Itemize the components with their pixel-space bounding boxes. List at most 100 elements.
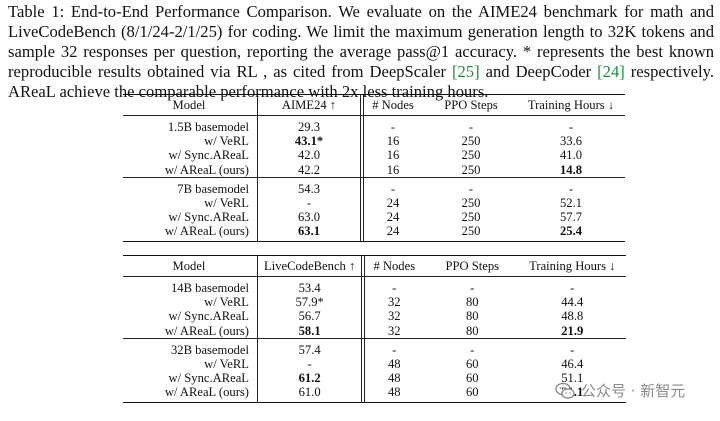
- ppo-cell: -: [426, 337, 519, 358]
- table-caption: Table 1: End-to-End Performance Comparis…: [8, 2, 714, 102]
- watermark-text: 公众号 · 新智元: [581, 382, 686, 400]
- nodes-cell: 16: [386, 162, 400, 177]
- table-row: w/ AReaL (ours) 61.0 48 60 31.1: [123, 385, 627, 403]
- best-score: 58.1: [298, 323, 321, 338]
- score-cell: 54.3: [257, 176, 361, 197]
- ppo-cell: 60: [465, 385, 479, 400]
- nodes-cell: 24: [386, 224, 400, 239]
- score-cell: 29.3: [257, 115, 361, 135]
- column-header: # Nodes: [373, 258, 416, 273]
- score-cell: 57.4: [257, 337, 363, 358]
- model-cell: w/ Sync.AReaL: [123, 148, 258, 163]
- table-row: 7B basemodel 54.3 - - -: [123, 176, 625, 197]
- ppo-cell: 250: [461, 224, 481, 239]
- nodes-cell: 32: [387, 295, 401, 310]
- column-header: # Nodes: [372, 97, 414, 112]
- model-cell: 1.5B basemodel: [123, 115, 258, 135]
- hours-cell: 48.8: [561, 309, 584, 324]
- hours-cell: -: [517, 176, 625, 197]
- table-row: w/ AReaL (ours) 42.2 16 250 14.8: [123, 162, 625, 178]
- ppo-cell: -: [426, 276, 519, 296]
- table-row: w/ AReaL (ours) 63.1 24 250 25.4: [123, 224, 625, 242]
- model-cell: w/ VeRL: [123, 295, 258, 310]
- best-score: 61.2: [298, 371, 321, 386]
- hours-cell: 52.1: [559, 196, 583, 211]
- results-table-math: Model AIME24 ↑ # Nodes PPO Steps Trainin…: [123, 94, 625, 242]
- score-cell: 42.0: [257, 148, 361, 163]
- nodes-cell: 16: [386, 148, 400, 163]
- table-row: w/ Sync.AReaL 63.0 24 250 57.7: [123, 210, 625, 225]
- table-row: w/ VeRL - 48 60 46.4: [123, 357, 626, 372]
- results-table-coding: Model LiveCodeBench ↑ # Nodes PPO Steps …: [123, 255, 627, 403]
- column-header: LiveCodeBench ↑: [257, 255, 363, 277]
- model-cell: w/ VeRL: [123, 196, 258, 211]
- ppo-cell: 80: [465, 295, 479, 310]
- table-row: w/ VeRL 57.9* 32 80 44.4: [123, 295, 626, 310]
- column-header: Model: [123, 255, 258, 277]
- model-cell: w/ Sync.AReaL: [123, 371, 258, 386]
- nodes-cell: -: [361, 276, 427, 296]
- nodes-cell: 48: [387, 357, 401, 372]
- column-header: AIME24 ↑: [257, 94, 361, 116]
- caption-text: Table 1: End-to-End Performance Comparis…: [8, 2, 714, 81]
- model-cell: w/ AReaL (ours): [123, 224, 258, 242]
- hours-cell: -: [517, 115, 625, 135]
- hours-cell: 57.7: [559, 210, 583, 225]
- table-row: 14B basemodel 53.4 - - -: [123, 276, 627, 296]
- model-cell: w/ AReaL (ours): [123, 162, 258, 178]
- nodes-cell: 16: [386, 134, 400, 149]
- nodes-cell: 32: [387, 309, 401, 324]
- best-score: 43.1*: [294, 134, 324, 149]
- score-cell: -: [257, 357, 363, 372]
- ppo-cell: 250: [461, 196, 481, 211]
- table-row: w/ Sync.AReaL 61.2 48 60 51.1: [123, 371, 626, 386]
- hours-cell: 21.9: [518, 324, 626, 339]
- table-row: w/ AReaL (ours) 58.1 32 80 21.9: [123, 323, 626, 339]
- hours-cell: 25.4: [517, 224, 625, 241]
- hours-cell: -: [518, 276, 627, 296]
- best-score: 63.1: [297, 224, 321, 239]
- table-row: w/ Sync.AReaL 42.0 16 250 41.0: [123, 148, 625, 163]
- citation-link[interactable]: [25]: [451, 62, 480, 81]
- model-cell: 32B basemodel: [123, 337, 258, 358]
- model-cell: w/ Sync.AReaL: [123, 309, 258, 324]
- citation-link[interactable]: [24]: [597, 62, 625, 81]
- score-cell: 63.0: [257, 210, 361, 225]
- nodes-cell: 32: [387, 323, 401, 338]
- score-cell: 58.1: [257, 323, 363, 339]
- ppo-cell: 250: [461, 134, 481, 149]
- ppo-cell: 80: [465, 309, 479, 324]
- table-row: w/ VeRL 43.1* 16 250 33.6: [123, 134, 625, 149]
- column-header: Training Hours ↓: [529, 258, 616, 273]
- hours-cell: 46.4: [561, 357, 584, 372]
- nodes-cell: 48: [387, 371, 401, 386]
- table-row: w/ VeRL - 24 250 52.1: [123, 196, 625, 211]
- caption-text: and DeepCoder: [479, 62, 598, 81]
- nodes-cell: 24: [386, 210, 400, 225]
- score-cell: -: [257, 196, 361, 211]
- score-cell: 61.0: [257, 385, 363, 403]
- nodes-cell: -: [360, 176, 425, 197]
- wechat-icon: [555, 382, 575, 399]
- table-row: 1.5B basemodel 29.3 - - -: [123, 115, 625, 135]
- best-hours: 25.4: [559, 224, 583, 239]
- nodes-cell: 48: [387, 385, 401, 400]
- score-cell: 61.2: [257, 371, 363, 386]
- model-cell: w/ Sync.AReaL: [123, 210, 258, 225]
- ppo-cell: 250: [461, 148, 481, 163]
- ppo-cell: 250: [461, 162, 481, 177]
- score-cell: 53.4: [257, 276, 363, 296]
- score-cell: 43.1*: [257, 134, 361, 149]
- best-hours: 21.9: [561, 323, 584, 338]
- hours-cell: -: [518, 337, 627, 358]
- model-cell: w/ AReaL (ours): [123, 323, 258, 339]
- best-hours: 14.8: [559, 162, 583, 177]
- nodes-cell: -: [361, 337, 427, 358]
- column-header: PPO Steps: [444, 97, 498, 112]
- watermark: 公众号 · 新智元: [555, 380, 685, 401]
- model-cell: 14B basemodel: [123, 276, 258, 296]
- score-cell: 57.9*: [257, 295, 363, 310]
- header-row: Model AIME24 ↑ # Nodes PPO Steps Trainin…: [123, 94, 625, 116]
- header-row: Model LiveCodeBench ↑ # Nodes PPO Steps …: [123, 255, 627, 277]
- hours-cell: 14.8: [517, 163, 625, 178]
